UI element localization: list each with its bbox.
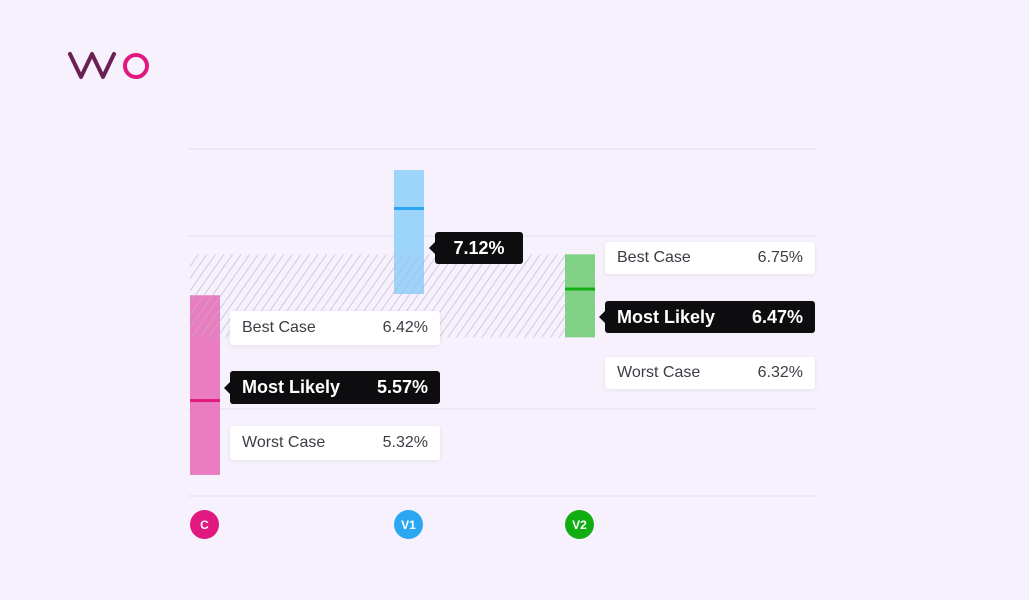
v2-worst-case-label: Worst Case bbox=[617, 364, 701, 381]
c-best-case-card: Best Case 6.42% bbox=[230, 311, 440, 345]
variation-badge-c: C bbox=[190, 510, 219, 539]
c-most-likely-label: Most Likely bbox=[242, 377, 341, 397]
v2-most-likely-value: 6.47% bbox=[751, 306, 803, 327]
variation-badge-v2-label: V2 bbox=[572, 517, 587, 532]
c-worst-case-card: Worst Case 5.32% bbox=[230, 426, 440, 460]
c-best-case-value: 6.42% bbox=[382, 319, 428, 336]
v1-most-likely-value: 7.12% bbox=[453, 237, 505, 258]
v2-most-likely-label: Most Likely bbox=[617, 306, 716, 327]
c-most-likely-value: 5.57% bbox=[376, 377, 428, 397]
most-likely-marker-v1 bbox=[394, 206, 424, 210]
variation-badge-c-label: C bbox=[200, 517, 209, 532]
c-best-case-label: Best Case bbox=[242, 319, 316, 336]
c-worst-case-value: 5.32% bbox=[382, 434, 428, 451]
v2-most-likely-tooltip: Most Likely 6.47% bbox=[599, 301, 815, 333]
variation-badge-v1-label: V1 bbox=[401, 517, 416, 532]
vwo-logo bbox=[68, 52, 149, 79]
v2-best-case-card: Best Case 6.75% bbox=[605, 242, 815, 274]
v1-most-likely-tooltip: 7.12% bbox=[429, 232, 523, 264]
v2-best-case-label: Best Case bbox=[617, 249, 691, 266]
v2-worst-case-value: 6.32% bbox=[757, 364, 803, 381]
v2-worst-case-card: Worst Case 6.32% bbox=[605, 357, 815, 389]
variation-badge-v2: V2 bbox=[565, 510, 594, 539]
v2-best-case-value: 6.75% bbox=[757, 249, 803, 266]
c-most-likely-tooltip: Most Likely 5.57% bbox=[224, 371, 440, 404]
most-likely-marker-v2 bbox=[565, 287, 595, 291]
c-worst-case-label: Worst Case bbox=[242, 434, 326, 451]
variation-badge-v1: V1 bbox=[394, 510, 423, 539]
most-likely-marker-c bbox=[190, 399, 220, 403]
